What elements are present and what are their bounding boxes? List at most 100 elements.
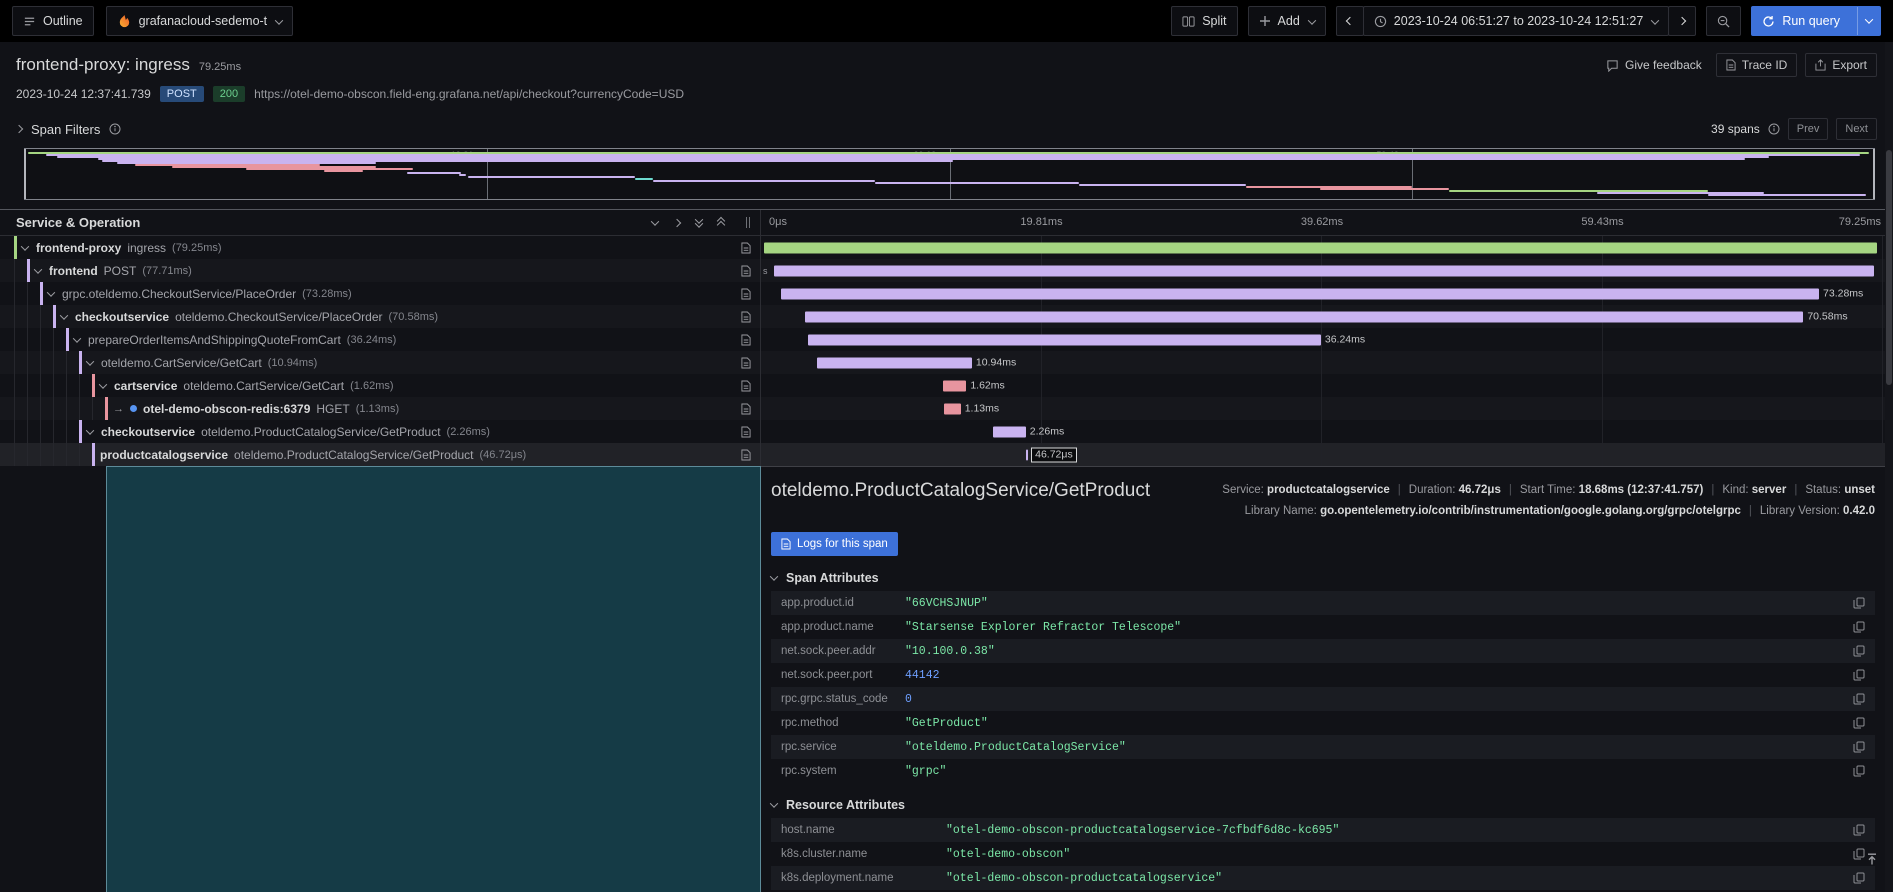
span-bar[interactable] xyxy=(943,403,961,414)
span-logs-icon[interactable] xyxy=(741,265,751,277)
next-span-button[interactable]: Next xyxy=(1836,118,1877,140)
copy-icon[interactable] xyxy=(1853,597,1865,609)
give-feedback-button[interactable]: Give feedback xyxy=(1600,57,1708,73)
chevron-down-icon[interactable] xyxy=(59,310,69,320)
chevron-down-icon[interactable] xyxy=(85,356,95,366)
copy-icon[interactable] xyxy=(1853,872,1865,884)
chevron-down-icon[interactable] xyxy=(20,241,30,251)
trace-span-row[interactable]: oteldemo.CartService/GetCart (10.94ms) 1… xyxy=(0,351,1893,374)
span-logs-icon[interactable] xyxy=(741,311,751,323)
chevron-down-icon[interactable] xyxy=(46,287,56,297)
span-bar-track[interactable]: 2.26ms xyxy=(761,420,1883,443)
span-logs-icon[interactable] xyxy=(741,403,751,415)
span-name-cell[interactable]: checkoutservice oteldemo.ProductCatalogS… xyxy=(0,420,761,443)
copy-icon[interactable] xyxy=(1853,741,1865,753)
trace-span-row[interactable]: grpc.oteldemo.CheckoutService/PlaceOrder… xyxy=(0,282,1893,305)
add-button[interactable]: Add xyxy=(1247,6,1326,36)
time-shift-back-button[interactable] xyxy=(1335,6,1364,36)
datasource-picker[interactable]: grafanacloud-sedemo-t xyxy=(105,6,294,36)
copy-icon[interactable] xyxy=(1853,848,1865,860)
span-logs-icon[interactable] xyxy=(741,334,751,346)
minimap-left-handle[interactable] xyxy=(24,149,26,199)
trace-span-row[interactable]: productcatalogservice oteldemo.ProductCa… xyxy=(0,443,1893,466)
copy-icon[interactable] xyxy=(1853,645,1865,657)
time-range-picker[interactable]: 2023-10-24 06:51:27 to 2023-10-24 12:51:… xyxy=(1362,6,1670,36)
chevron-right-icon[interactable] xyxy=(14,124,24,134)
prev-span-button[interactable]: Prev xyxy=(1787,118,1829,140)
span-logs-icon[interactable] xyxy=(741,288,751,300)
span-logs-icon[interactable] xyxy=(741,357,751,369)
collapse-one-icon[interactable] xyxy=(650,216,660,226)
trace-span-row[interactable]: frontend POST (77.71ms) s xyxy=(0,259,1893,282)
span-name-cell[interactable]: grpc.oteldemo.CheckoutService/PlaceOrder… xyxy=(0,282,761,305)
chevron-down-icon[interactable] xyxy=(85,425,95,435)
span-bar-track[interactable]: 1.13ms xyxy=(761,397,1883,420)
chevron-down-icon[interactable] xyxy=(33,264,43,274)
copy-icon[interactable] xyxy=(1853,824,1865,836)
span-name-cell[interactable]: productcatalogservice oteldemo.ProductCa… xyxy=(0,443,761,466)
trace-span-row[interactable]: prepareOrderItemsAndShippingQuoteFromCar… xyxy=(0,328,1893,351)
span-name-cell[interactable]: frontend POST (77.71ms) xyxy=(0,259,761,282)
scrollbar-thumb[interactable] xyxy=(1886,150,1892,385)
logs-for-span-button[interactable]: Logs for this span xyxy=(771,532,898,557)
span-bar[interactable] xyxy=(1025,449,1028,460)
span-logs-icon[interactable] xyxy=(741,380,751,392)
chevron-down-icon[interactable] xyxy=(72,333,82,343)
span-name-cell[interactable]: frontend-proxy ingress (79.25ms) xyxy=(0,236,761,259)
trace-span-row[interactable]: checkoutservice oteldemo.CheckoutService… xyxy=(0,305,1893,328)
trace-span-row[interactable]: frontend-proxy ingress (79.25ms) xyxy=(0,236,1893,259)
span-bar[interactable] xyxy=(804,311,1804,322)
copy-icon[interactable] xyxy=(1853,621,1865,633)
trace-id-button[interactable]: Trace ID xyxy=(1715,53,1798,77)
span-bar-track[interactable]: 36.24ms xyxy=(761,328,1883,351)
span-name-cell[interactable]: → otel-demo-obscon-redis:6379 HGET (1.13… xyxy=(0,397,761,420)
time-shift-forward-button[interactable] xyxy=(1668,6,1697,36)
span-logs-icon[interactable] xyxy=(741,449,751,461)
attributes-section-header[interactable]: Span Attributes xyxy=(769,571,1875,585)
minimap-span-bar xyxy=(458,174,467,176)
span-bar-track[interactable]: 1.62ms xyxy=(761,374,1883,397)
zoom-out-button[interactable] xyxy=(1706,6,1742,36)
span-bar[interactable] xyxy=(808,334,1321,345)
outline-button[interactable]: Outline xyxy=(12,6,94,36)
expand-all-icon[interactable] xyxy=(716,216,726,229)
minimap-right-handle[interactable] xyxy=(1873,149,1875,199)
copy-icon[interactable] xyxy=(1853,765,1865,777)
span-name-cell[interactable]: checkoutservice oteldemo.CheckoutService… xyxy=(0,305,761,328)
span-bar-track[interactable]: 73.28ms xyxy=(761,282,1883,305)
span-bar[interactable] xyxy=(993,426,1026,437)
trace-span-row[interactable]: checkoutservice oteldemo.ProductCatalogS… xyxy=(0,420,1893,443)
scroll-to-top-button[interactable] xyxy=(1865,852,1879,866)
span-bar-track[interactable]: s xyxy=(761,259,1883,282)
trace-span-row[interactable]: cartservice oteldemo.CartService/GetCart… xyxy=(0,374,1893,397)
span-logs-icon[interactable] xyxy=(741,242,751,254)
span-bar[interactable] xyxy=(942,380,967,391)
copy-icon[interactable] xyxy=(1853,717,1865,729)
span-bar-track[interactable]: 10.94ms xyxy=(761,351,1883,374)
column-resize-handle[interactable] xyxy=(746,217,750,228)
span-bar[interactable] xyxy=(781,288,1820,299)
run-query-button[interactable]: Run query xyxy=(1751,6,1881,36)
copy-icon[interactable] xyxy=(1853,669,1865,681)
chevron-down-icon[interactable] xyxy=(98,379,108,389)
expand-one-icon[interactable] xyxy=(672,218,682,227)
span-name-cell[interactable]: cartservice oteldemo.CartService/GetCart… xyxy=(0,374,761,397)
run-query-options-caret[interactable] xyxy=(1857,7,1880,35)
span-bar-track[interactable]: 70.58ms xyxy=(761,305,1883,328)
span-bar[interactable] xyxy=(764,242,1878,253)
trace-span-row[interactable]: → otel-demo-obscon-redis:6379 HGET (1.13… xyxy=(0,397,1893,420)
span-bar-track[interactable]: 46.72μs xyxy=(761,443,1883,466)
span-bar[interactable] xyxy=(774,265,1874,276)
page-scrollbar[interactable] xyxy=(1885,42,1893,892)
split-button[interactable]: Split xyxy=(1171,6,1238,36)
span-logs-icon[interactable] xyxy=(741,426,751,438)
export-button[interactable]: Export xyxy=(1805,53,1877,77)
attributes-section-header[interactable]: Resource Attributes xyxy=(769,798,1875,812)
copy-icon[interactable] xyxy=(1853,693,1865,705)
collapse-all-icon[interactable] xyxy=(694,214,704,228)
span-name-cell[interactable]: prepareOrderItemsAndShippingQuoteFromCar… xyxy=(0,328,761,351)
span-bar-track[interactable] xyxy=(761,236,1883,259)
span-name-cell[interactable]: oteldemo.CartService/GetCart (10.94ms) xyxy=(0,351,761,374)
span-bar[interactable] xyxy=(817,357,972,368)
